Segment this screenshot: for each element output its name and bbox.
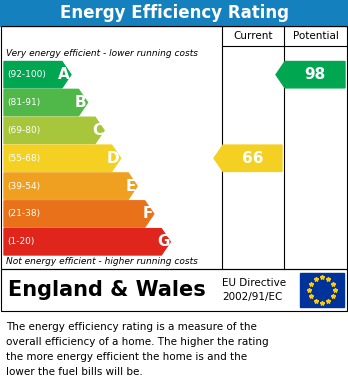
Text: Current: Current: [233, 31, 273, 41]
Polygon shape: [4, 90, 87, 116]
Text: (92-100): (92-100): [7, 70, 46, 79]
Text: (39-54): (39-54): [7, 181, 40, 190]
Bar: [300, 273, 344, 307]
Text: A: A: [58, 67, 70, 82]
Text: 2002/91/EC: 2002/91/EC: [222, 292, 282, 302]
Text: Energy Efficiency Rating: Energy Efficiency Rating: [60, 4, 288, 22]
Polygon shape: [4, 229, 170, 255]
Bar: [1, 26, 347, 269]
Text: (55-68): (55-68): [7, 154, 40, 163]
Text: England & Wales: England & Wales: [8, 280, 206, 300]
Text: Very energy efficient - lower running costs: Very energy efficient - lower running co…: [6, 48, 198, 57]
Text: D: D: [107, 151, 120, 166]
Text: (1-20): (1-20): [7, 237, 34, 246]
Text: 98: 98: [304, 67, 326, 82]
Polygon shape: [4, 61, 71, 88]
Polygon shape: [4, 117, 104, 143]
Bar: [1, 269, 347, 311]
Text: F: F: [142, 206, 153, 221]
Text: Potential: Potential: [293, 31, 339, 41]
Polygon shape: [214, 145, 282, 171]
Text: (69-80): (69-80): [7, 126, 40, 135]
Bar: [0, 0, 348, 26]
Text: (81-91): (81-91): [7, 98, 40, 107]
Text: 66: 66: [242, 151, 263, 166]
Text: E: E: [126, 179, 136, 194]
Text: The energy efficiency rating is a measure of the
overall efficiency of a home. T: The energy efficiency rating is a measur…: [6, 322, 269, 377]
Polygon shape: [4, 145, 121, 171]
Text: G: G: [157, 234, 169, 249]
Bar: [0, 269, 348, 311]
Text: C: C: [92, 123, 103, 138]
Text: EU Directive: EU Directive: [222, 278, 286, 288]
Text: (21-38): (21-38): [7, 210, 40, 219]
Polygon shape: [4, 173, 137, 199]
Text: B: B: [75, 95, 87, 110]
Polygon shape: [276, 61, 345, 88]
Polygon shape: [4, 201, 154, 227]
Text: Not energy efficient - higher running costs: Not energy efficient - higher running co…: [6, 258, 198, 267]
